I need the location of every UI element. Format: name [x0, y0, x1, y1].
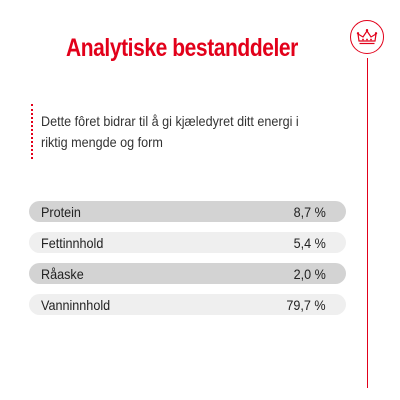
brand-badge [350, 20, 384, 54]
crown-icon [356, 29, 378, 45]
nutrient-row-moisture: Vanninnhold 79,7 % [29, 294, 346, 315]
description-text: Dette fôret bidrar til å gi kjæledyret d… [41, 113, 299, 150]
nutrient-label: Protein [41, 203, 81, 220]
nutrient-row-fat: Fettinnhold 5,4 % [29, 232, 346, 253]
nutrient-row-ash: Råaske 2,0 % [29, 263, 346, 284]
nutrient-value: 79,7 % [286, 296, 326, 313]
nutrient-label: Vanninnhold [41, 296, 111, 313]
nutrient-label: Råaske [41, 265, 84, 282]
nutrient-value: 2,0 % [293, 265, 326, 282]
page-title: Analytiske bestanddeler [66, 34, 298, 62]
nutrient-label: Fettinnhold [41, 234, 104, 251]
nutrient-value: 8,7 % [293, 203, 326, 220]
nutrient-row-protein: Protein 8,7 % [29, 201, 346, 222]
nutrient-value: 5,4 % [293, 234, 326, 251]
accent-divider [367, 58, 368, 388]
nutrient-table: Protein 8,7 % Fettinnhold 5,4 % Råaske 2… [29, 201, 346, 325]
description-marker [31, 104, 33, 159]
